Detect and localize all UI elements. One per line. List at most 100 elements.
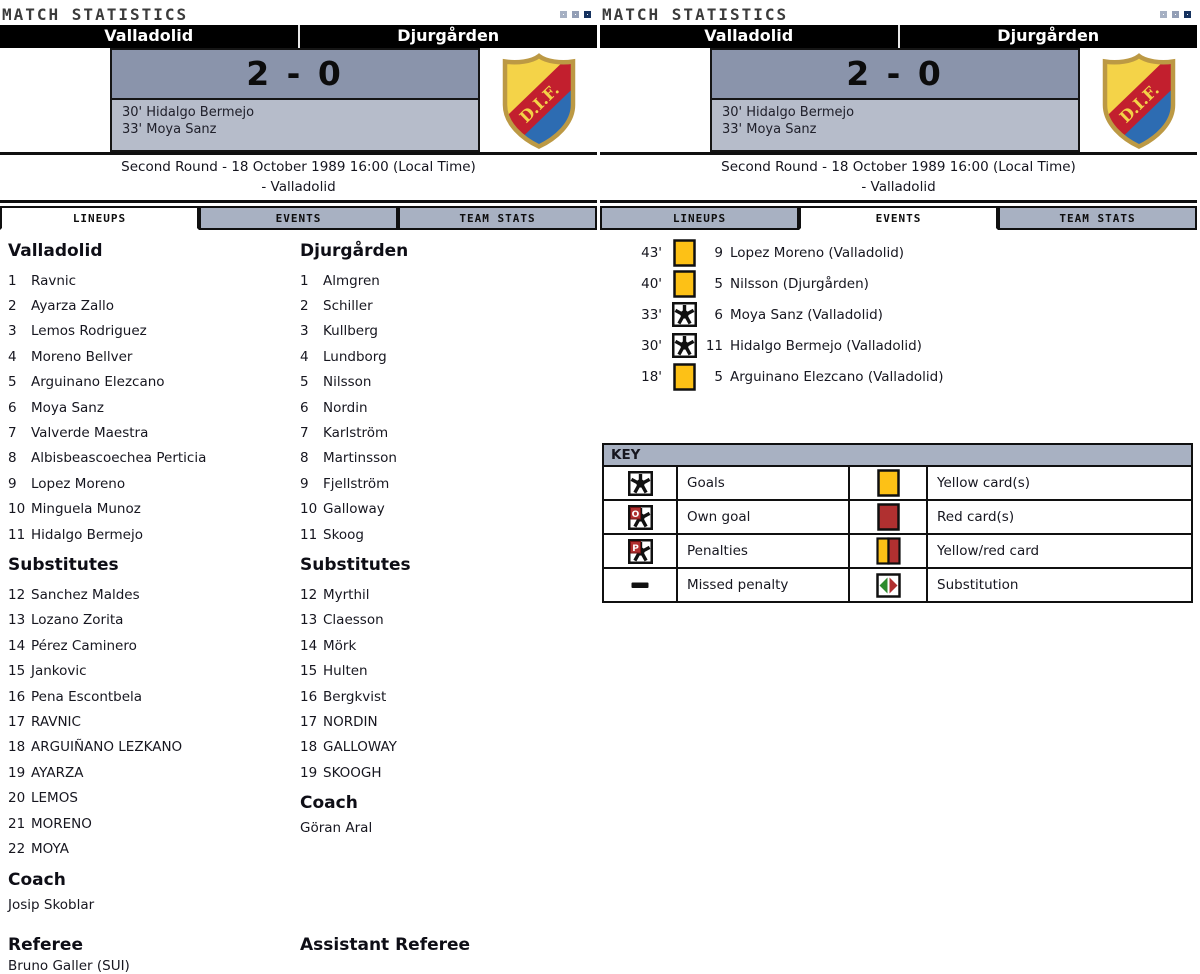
key-label: Penalties (676, 533, 850, 569)
page-title: MATCH STATISTICS (2, 4, 189, 24)
team-heading: Valladolid (8, 241, 103, 261)
away-team-name: Djurgården (997, 26, 1100, 45)
tab-team-stats[interactable]: TEAM STATS (398, 206, 597, 230)
match-info-line2: - Valladolid (861, 179, 936, 195)
indicator-square-3[interactable] (1184, 10, 1191, 18)
goalscorers: 30' Hidalgo Bermejo 33' Moya Sanz (112, 100, 478, 150)
player-number: 11 (8, 526, 26, 543)
tab-lineups[interactable]: LINEUPS (0, 206, 199, 230)
player-row: 12 Myrthil (300, 582, 597, 607)
score: 2 - 0 (112, 50, 478, 100)
team-name-bar: Valladolid Djurgården (0, 25, 597, 48)
player-name: Ayarza Zallo (31, 298, 115, 315)
own-goal-icon: O (627, 504, 653, 530)
player-number: 17 (8, 713, 26, 730)
player-name: MOYA (31, 840, 69, 857)
player-row: 5 Arguinano Elezcano (8, 370, 300, 395)
player-name: Martinsson (323, 450, 397, 467)
player-row: 1 Ravnic (8, 268, 300, 293)
player-name: Nilsson (323, 374, 372, 391)
indicator-square-3[interactable] (584, 10, 591, 18)
event-player-number: 11 (705, 337, 723, 354)
goal-icon (672, 333, 697, 358)
djurgarden-crest-image: D.I.F. (1102, 53, 1175, 149)
player-name: Pérez Caminero (31, 637, 137, 654)
events-list: 43' 9 Lopez Moreno (Valladolid) 40' 5 Ni… (600, 230, 1197, 392)
player-name: Pena Escontbela (31, 688, 143, 705)
player-row: 11 Hidalgo Bermejo (8, 522, 300, 547)
player-name: Ravnic (31, 272, 77, 289)
home-team-name: Valladolid (600, 25, 900, 48)
player-row: 9 Fjellström (300, 471, 597, 496)
player-name: Moya Sanz (31, 399, 104, 416)
home-team-name: Valladolid (0, 25, 300, 48)
player-number: 15 (8, 663, 26, 680)
player-row: 16 Pena Escontbela (8, 684, 300, 709)
player-row: 9 Lopez Moreno (8, 471, 300, 496)
event-icon-box (672, 362, 698, 391)
tab-lineups[interactable]: LINEUPS (600, 206, 799, 230)
player-number: 9 (8, 475, 17, 492)
score-section: 2 - 0 30' Hidalgo Bermejo 33' Moya Sanz … (600, 48, 1197, 152)
player-row: 15 Jankovic (8, 658, 300, 683)
player-name: Skoog (323, 526, 364, 543)
key-icon-cell: O (602, 499, 678, 535)
player-number: 7 (300, 425, 309, 442)
player-number: 6 (300, 399, 309, 416)
player-number: 14 (8, 637, 26, 654)
page-indicators (1160, 10, 1193, 18)
score-spacer (600, 48, 710, 152)
djurgarden-crest-image: D.I.F. (502, 53, 575, 149)
player-number: 4 (300, 348, 309, 365)
player-name: GALLOWAY (323, 739, 397, 756)
player-name: Myrthil (323, 586, 370, 603)
player-number: 9 (300, 475, 309, 492)
indicator-square-1[interactable] (560, 10, 567, 18)
key-icon-cell (848, 567, 928, 603)
player-number: 19 (300, 764, 318, 781)
player-number: 15 (300, 663, 318, 680)
key-icon-cell (848, 465, 928, 501)
tab-events[interactable]: EVENTS (799, 206, 998, 230)
red-card-icon (876, 503, 901, 531)
player-number: 16 (300, 688, 318, 705)
player-row: 10 Minguela Munoz (8, 497, 300, 522)
event-icon-box (672, 238, 698, 267)
referee-block: Referee Bruno Galler (SUI) (8, 927, 300, 974)
player-row: 13 Lozano Zorita (8, 608, 300, 633)
away-lineup-column: Djurgården 1 Almgren 2 Schiller 3 Kullbe… (300, 233, 597, 913)
tab-events[interactable]: EVENTS (199, 206, 398, 230)
player-name: SKOOGH (323, 764, 382, 781)
indicator-square-2[interactable] (572, 10, 579, 18)
player-name: Albisbeascoechea Perticia (31, 450, 207, 467)
event-row: 43' 9 Lopez Moreno (Valladolid) (600, 237, 1197, 268)
key-title: KEY (602, 443, 1193, 467)
goalscorer-line: 33' Moya Sanz (722, 122, 817, 137)
player-row: 2 Ayarza Zallo (8, 293, 300, 318)
event-minute: 43' (641, 244, 662, 261)
player-number: 11 (300, 526, 318, 543)
player-row: 11 Skoog (300, 522, 597, 547)
player-row: 2 Schiller (300, 293, 597, 318)
player-name: Schiller (323, 298, 373, 315)
player-number: 5 (8, 374, 17, 391)
player-name: MORENO (31, 815, 92, 832)
player-row: 14 Mörk (300, 633, 597, 658)
indicator-square-1[interactable] (1160, 10, 1167, 18)
player-row: 18 GALLOWAY (300, 735, 597, 760)
key-row: O Own goal Red card(s) (602, 499, 1193, 535)
tab-team-stats[interactable]: TEAM STATS (998, 206, 1197, 230)
home-lineup-column: Valladolid 1 Ravnic 2 Ayarza Zallo 3 Lem… (8, 233, 300, 913)
player-name: ARGUIÑANO LEZKANO (31, 739, 183, 756)
player-name: Jankovic (31, 663, 87, 680)
player-name: AYARZA (31, 764, 84, 781)
player-name: Nordin (323, 399, 368, 416)
score-section: 2 - 0 30' Hidalgo Bermejo 33' Moya Sanz … (0, 48, 597, 152)
goalscorer-line: 30' Hidalgo Bermejo (122, 105, 255, 120)
coach-name: Göran Aral (300, 820, 373, 837)
tab-bar: LINEUPS EVENTS TEAM STATS (600, 206, 1197, 230)
player-name: Lopez Moreno (31, 475, 126, 492)
player-name: Moreno Bellver (31, 348, 133, 365)
indicator-square-2[interactable] (1172, 10, 1179, 18)
key-icon-cell (848, 499, 928, 535)
